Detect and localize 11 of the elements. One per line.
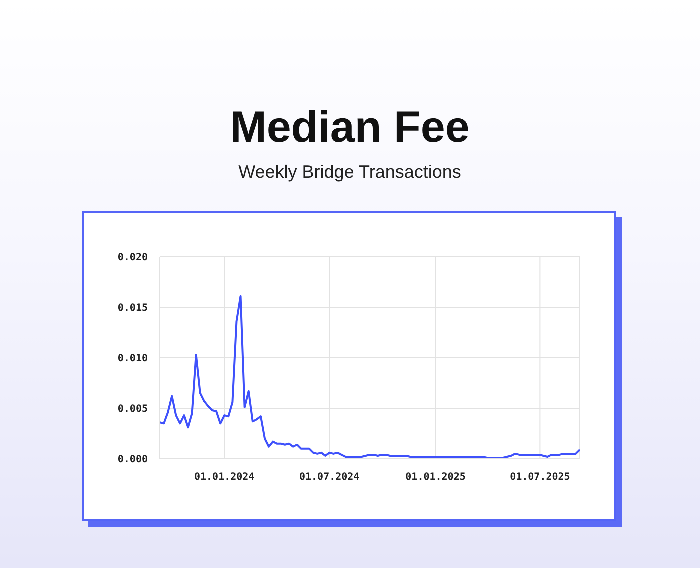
x-tick-label: 01.07.2025 — [510, 472, 570, 484]
x-tick-label: 01.07.2024 — [300, 472, 360, 484]
y-tick-label: 0.005 — [118, 404, 148, 416]
x-tick-label: 01.01.2025 — [406, 472, 466, 484]
chart-title: Median Fee — [229, 102, 471, 154]
x-tick-label: 01.01.2024 — [194, 472, 255, 484]
y-tick-label: 0.015 — [118, 303, 148, 314]
y-tick-label: 0.020 — [118, 252, 148, 264]
chart-subtitle: Weekly Bridge Transactions — [238, 161, 462, 184]
y-tick-label: 0.000 — [118, 454, 148, 466]
y-tick-label: 0.010 — [118, 354, 148, 365]
